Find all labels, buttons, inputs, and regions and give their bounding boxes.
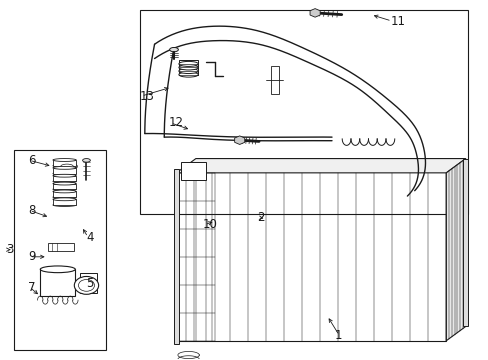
Text: 1: 1	[334, 329, 341, 342]
Bar	[53, 176, 76, 181]
Ellipse shape	[53, 158, 76, 161]
Ellipse shape	[53, 180, 76, 183]
Text: 4: 4	[86, 231, 94, 244]
Ellipse shape	[40, 266, 75, 273]
Ellipse shape	[179, 62, 198, 66]
Polygon shape	[309, 9, 320, 17]
Bar	[47, 243, 74, 251]
Ellipse shape	[82, 158, 90, 162]
Text: 6: 6	[28, 154, 36, 167]
Ellipse shape	[169, 48, 178, 52]
Ellipse shape	[53, 172, 76, 175]
Bar	[140, 10, 467, 214]
Ellipse shape	[61, 164, 73, 169]
Ellipse shape	[53, 182, 76, 185]
Ellipse shape	[179, 72, 198, 77]
Ellipse shape	[53, 203, 76, 206]
Text: 10: 10	[203, 218, 218, 231]
Ellipse shape	[53, 166, 76, 169]
Ellipse shape	[53, 174, 76, 177]
Text: 8: 8	[28, 204, 36, 217]
Polygon shape	[446, 158, 465, 341]
Text: 7: 7	[28, 281, 36, 294]
Text: 13: 13	[140, 90, 155, 103]
Bar	[181, 162, 205, 180]
Ellipse shape	[78, 279, 94, 291]
Bar	[176, 173, 446, 341]
Bar	[53, 184, 76, 189]
Polygon shape	[176, 158, 465, 173]
Text: 9: 9	[28, 250, 36, 263]
Ellipse shape	[53, 188, 76, 191]
Ellipse shape	[179, 68, 198, 73]
Polygon shape	[234, 136, 244, 144]
Ellipse shape	[179, 65, 198, 70]
Bar	[53, 168, 76, 174]
Bar	[179, 60, 198, 75]
Ellipse shape	[53, 164, 76, 167]
Bar	[80, 273, 97, 293]
Text: 2: 2	[256, 211, 264, 224]
Bar	[271, 66, 278, 94]
Bar	[53, 192, 76, 197]
Ellipse shape	[53, 198, 76, 201]
Bar	[40, 269, 75, 296]
Text: 11: 11	[389, 14, 405, 27]
Bar	[462, 158, 467, 327]
Bar	[174, 169, 179, 344]
Text: 5: 5	[86, 277, 94, 290]
Text: 3: 3	[6, 243, 14, 256]
Ellipse shape	[74, 276, 99, 294]
Ellipse shape	[53, 196, 76, 199]
Bar	[53, 199, 76, 205]
Bar	[14, 150, 106, 350]
Text: 12: 12	[169, 116, 184, 129]
Bar	[53, 160, 76, 166]
Ellipse shape	[57, 162, 77, 170]
Ellipse shape	[53, 190, 76, 193]
